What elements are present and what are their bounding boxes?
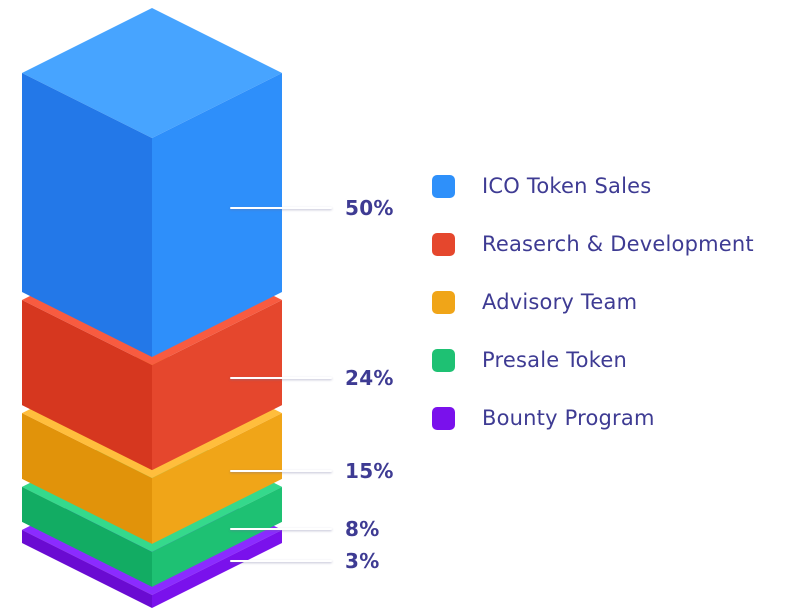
- legend-item-bounty-program: Bounty Program: [432, 406, 754, 430]
- segment-right-face: [152, 73, 282, 357]
- percent-label: 15%: [345, 459, 394, 483]
- callout-line: [230, 560, 332, 562]
- legend-swatch-orange: [432, 290, 455, 314]
- legend: ICO Token Sales Reaserch & Development A…: [432, 174, 754, 464]
- percent-label: 8%: [345, 517, 380, 541]
- callout-line: [230, 207, 332, 209]
- segment-left-face: [22, 486, 152, 587]
- callout-line: [230, 470, 332, 472]
- callout-research-development: 24%: [230, 366, 394, 390]
- percent-label: 3%: [345, 549, 380, 573]
- callout-advisory-team: 15%: [230, 459, 394, 483]
- percent-label: 24%: [345, 366, 394, 390]
- legend-label: Bounty Program: [482, 406, 655, 430]
- legend-item-advisory-team: Advisory Team: [432, 290, 754, 314]
- legend-label: ICO Token Sales: [482, 174, 652, 198]
- legend-label: Presale Token: [482, 348, 627, 372]
- legend-swatch-red: [432, 232, 455, 256]
- bar-segment-ico-token-sales: [22, 8, 282, 357]
- callout-line: [230, 377, 332, 379]
- legend-item-ico-token-sales: ICO Token Sales: [432, 174, 754, 198]
- segment-left-face: [22, 413, 152, 544]
- segment-left-face: [22, 529, 152, 608]
- legend-swatch-blue: [432, 174, 455, 198]
- segment-right-face: [152, 413, 282, 544]
- legend-item-research-development: Reaserch & Development: [432, 232, 754, 256]
- percent-label: 50%: [345, 196, 394, 220]
- callout-bounty-program: 3%: [230, 549, 380, 573]
- legend-label: Reaserch & Development: [482, 232, 754, 256]
- legend-item-presale-token: Presale Token: [432, 348, 754, 372]
- segment-right-face: [152, 486, 282, 587]
- segment-left-face: [22, 73, 152, 357]
- segment-right-face: [152, 300, 282, 471]
- callout-presale-token: 8%: [230, 517, 380, 541]
- legend-swatch-purple: [432, 406, 455, 430]
- segment-right-face: [152, 529, 282, 608]
- legend-swatch-green: [432, 348, 455, 372]
- legend-label: Advisory Team: [482, 290, 638, 314]
- callout-ico-token-sales: 50%: [230, 196, 394, 220]
- segment-left-face: [22, 300, 152, 471]
- callout-line: [230, 528, 332, 530]
